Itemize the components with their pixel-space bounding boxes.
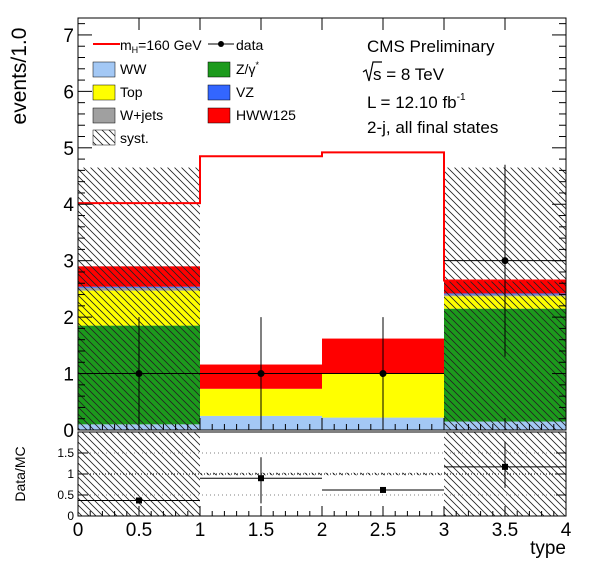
- ratio-band-bin-3: [322, 472, 444, 476]
- legend-signal-rest: =160 GeV: [138, 37, 202, 53]
- legend: mH=160 GeV data WW Z/γ* Top VZ W+jets: [92, 37, 296, 146]
- signal-line-group: [78, 151, 566, 282]
- data-point-3: [379, 370, 387, 378]
- legend-entry-ww: WW: [92, 61, 147, 78]
- legend-entry-hww: HWW125: [207, 107, 296, 124]
- x-axis-label: type: [530, 538, 566, 559]
- y-tick-label-5: 5: [63, 139, 74, 160]
- legend-ww-label: WW: [120, 61, 147, 77]
- legend-entry-data: data: [208, 37, 263, 53]
- data-point-4: [501, 257, 509, 265]
- svg-text:s = 8 TeV: s = 8 TeV: [373, 65, 445, 84]
- x-tick-label-0: 0: [73, 520, 84, 541]
- energy-label: s = 8 TeV: [362, 61, 445, 84]
- main-y-ticks: 0 1 2 3 4 5 6 7: [63, 23, 566, 442]
- experiment-label: CMS Preliminary: [367, 37, 495, 56]
- lumi-exponent: -1: [457, 92, 466, 103]
- y-tick-label-7: 7: [63, 26, 74, 47]
- svg-text:Z/γ*: Z/γ*: [236, 60, 259, 77]
- legend-entry-syst: syst.: [92, 129, 149, 146]
- ratio-y-tick-label-1: 1: [67, 467, 74, 481]
- data-point-2: [257, 370, 265, 378]
- x-ticks: 0 0.5 1 1.5 2 2.5 3 3.5 4: [73, 18, 572, 541]
- legend-zg-label: Z/γ: [236, 61, 255, 77]
- ratio-y-ticks: 0 0.5 1 1.5: [57, 446, 566, 523]
- x-tick-label-1: 1: [195, 520, 206, 541]
- lumi-label: L = 12.10 fb: [367, 93, 457, 112]
- main-plot-area: 0 1 2 3 4 5 6 7: [63, 17, 567, 442]
- signal-line: [78, 151, 566, 282]
- legend-vz-label: VZ: [236, 84, 254, 100]
- ratio-point-4: [502, 463, 508, 470]
- x-tick-label-2: 2: [317, 520, 328, 541]
- sqrt-icon: [362, 61, 382, 82]
- legend-entry-vz: VZ: [207, 84, 254, 101]
- data-point-1: [135, 370, 143, 378]
- legend-entry-wjets: W+jets: [92, 107, 163, 124]
- ratio-point-3: [380, 486, 386, 493]
- y-tick-label-2: 2: [63, 308, 74, 329]
- y-tick-label-3: 3: [63, 252, 74, 273]
- legend-hww-label: HWW125: [236, 107, 296, 123]
- x-tick-label-4: 4: [561, 520, 572, 541]
- ratio-y-tick-label-1.5: 1.5: [57, 446, 74, 460]
- y-tick-label-1: 1: [63, 365, 74, 386]
- legend-entry-top: Top: [92, 84, 143, 101]
- ratio-y-axis-label: Data/MC: [12, 446, 28, 501]
- legend-zg-sup: *: [255, 60, 259, 70]
- y-tick-label-0: 0: [63, 421, 74, 442]
- data-points: [78, 164, 566, 430]
- svg-text:L = 12.10 fb-1: L = 12.10 fb-1: [367, 92, 466, 112]
- ratio-y-tick-label-0.5: 0.5: [57, 488, 74, 502]
- legend-entry-zg: Z/γ*: [207, 60, 259, 78]
- legend-signal-sub: H: [132, 45, 139, 55]
- annotation-block: CMS Preliminary s = 8 TeV L = 12.10 fb-1…: [362, 37, 498, 137]
- y-tick-label-4: 4: [63, 195, 74, 216]
- x-tick-label-0.5: 0.5: [126, 520, 152, 541]
- x-tick-label-3: 3: [439, 520, 450, 541]
- ratio-y-tick-label-0: 0: [67, 509, 74, 523]
- ratio-plot-area: 0 0.5 1 1.5 Data/MC: [12, 431, 567, 523]
- ratio-point-1: [136, 497, 142, 504]
- y-axis-label: events/1.0: [8, 28, 31, 125]
- energy-prefix: s: [373, 65, 382, 84]
- legend-signal-m: m: [120, 37, 132, 53]
- selection-label: 2-j, all final states: [367, 118, 498, 137]
- ratio-points: [78, 441, 566, 504]
- legend-top-label: Top: [120, 84, 143, 100]
- x-tick-label-3.5: 3.5: [492, 520, 518, 541]
- x-tick-label-2.5: 2.5: [370, 520, 396, 541]
- y-tick-label-6: 6: [63, 82, 74, 103]
- legend-wjets-label: W+jets: [120, 107, 163, 123]
- x-tick-label-1.5: 1.5: [248, 520, 274, 541]
- ratio-point-2: [258, 475, 264, 482]
- legend-data-label: data: [236, 37, 263, 53]
- energy-suffix: = 8 TeV: [382, 65, 445, 84]
- svg-text:mH=160 GeV: mH=160 GeV: [120, 37, 202, 55]
- legend-entry-signal: mH=160 GeV: [93, 37, 202, 55]
- legend-syst-label: syst.: [120, 130, 149, 146]
